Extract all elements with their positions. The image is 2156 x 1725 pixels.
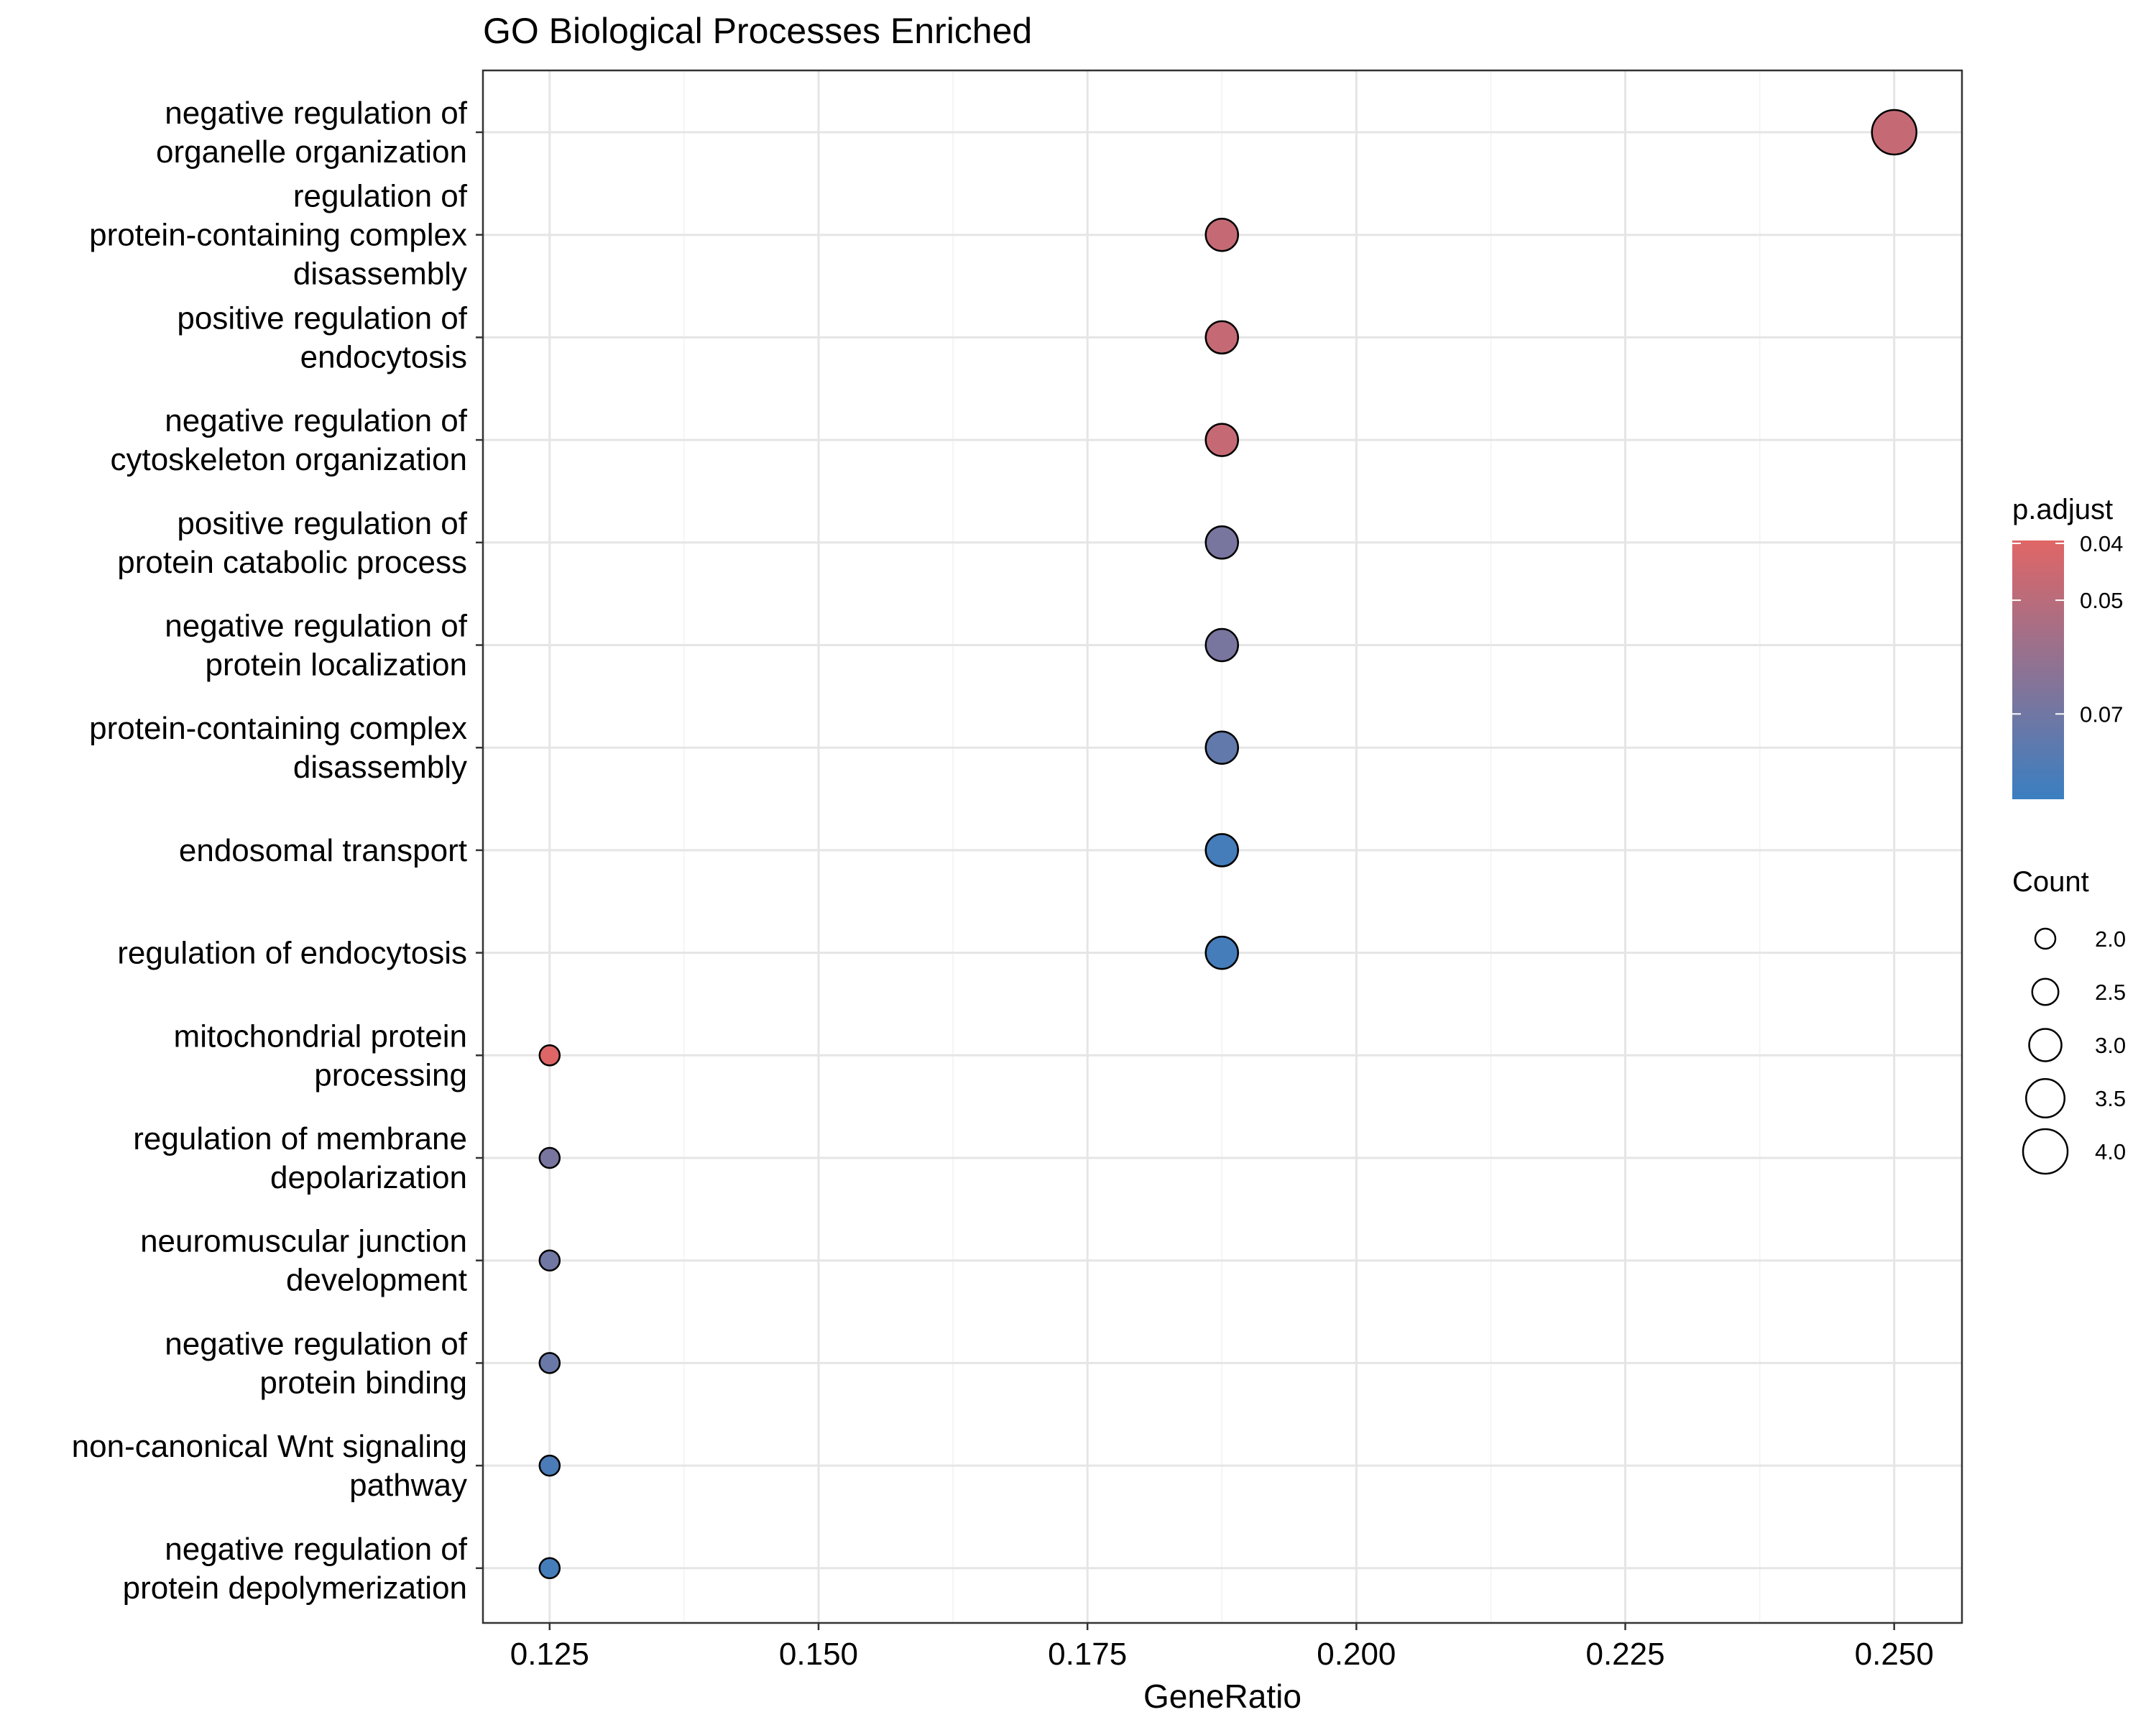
data-point: [1871, 109, 1917, 156]
y-tick-label: protein localization: [206, 648, 467, 683]
x-tick-label: 0.125: [510, 1637, 589, 1672]
data-point: [1204, 217, 1240, 252]
y-tick-label: mitochondrial protein: [174, 1018, 467, 1054]
size-legend-label: 2.0: [2095, 926, 2126, 952]
data-point: [1204, 525, 1240, 560]
y-tick-label: endocytosis: [300, 339, 467, 374]
data-point: [538, 1557, 561, 1580]
x-tick-label: 0.250: [1855, 1637, 1934, 1672]
y-tick-label: positive regulation of: [177, 300, 467, 336]
data-point: [538, 1249, 561, 1271]
data-point: [1204, 627, 1240, 663]
x-tick-label: 0.150: [779, 1637, 858, 1672]
size-legend-label: 4.0: [2095, 1139, 2126, 1164]
y-tick-label: regulation of: [293, 179, 468, 214]
y-tick-label: protein catabolic process: [117, 545, 467, 580]
data-point: [1204, 935, 1240, 970]
data-point: [1204, 423, 1240, 457]
color-legend-breaks: 0.04 0.05 0.07: [2012, 531, 2123, 727]
y-tick-label: negative regulation of: [165, 1326, 468, 1361]
y-tick-label: pathway: [349, 1468, 467, 1503]
color-legend-label: 0.05: [2080, 588, 2123, 613]
size-legend-label: 3.5: [2095, 1086, 2126, 1111]
data-point: [1204, 320, 1240, 355]
data-point: [538, 1146, 561, 1169]
y-tick-label: non-canonical Wnt signaling: [72, 1429, 467, 1464]
y-tick-label: disassembly: [293, 257, 467, 292]
y-tick-label: negative regulation of: [165, 1532, 468, 1567]
data-point: [538, 1044, 561, 1067]
data-points: [538, 109, 1917, 1580]
size-legend-label: 2.5: [2095, 980, 2126, 1005]
chart-title: GO Biological Processes Enriched: [483, 11, 1032, 51]
size-legend-circle: [2025, 1078, 2065, 1118]
size-legend-title: Count: [2012, 866, 2089, 898]
data-point: [1204, 730, 1240, 765]
size-legend-circle: [2028, 1028, 2063, 1062]
y-tick-label: negative regulation of: [165, 96, 468, 131]
x-axis-ticks: [548, 1623, 1895, 1630]
size-legend-circle: [2034, 927, 2057, 950]
y-tick-label: endosomal transport: [179, 833, 467, 868]
color-legend-bar: [2012, 540, 2064, 799]
y-tick-label: organelle organization: [156, 134, 467, 170]
y-tick-label: development: [286, 1263, 467, 1298]
data-point: [538, 1352, 561, 1374]
y-tick-label: processing: [314, 1057, 467, 1092]
color-legend-title: p.adjust: [2012, 494, 2113, 525]
data-point: [538, 1454, 561, 1477]
size-legend-items: 2.0 2.5 3.0 3.5 4.0: [2022, 926, 2126, 1175]
x-axis-labels: 0.125 0.150 0.175 0.200 0.225 0.250: [510, 1637, 1934, 1672]
x-tick-label: 0.225: [1585, 1637, 1664, 1672]
y-tick-label: neuromuscular junction: [140, 1224, 467, 1259]
size-legend-circle: [2031, 978, 2060, 1006]
y-tick-label: regulation of membrane: [133, 1121, 467, 1156]
y-tick-label: negative regulation of: [165, 403, 468, 438]
color-legend-label: 0.04: [2080, 531, 2123, 556]
y-tick-label: depolarization: [270, 1160, 467, 1195]
x-tick-label: 0.200: [1317, 1637, 1396, 1672]
color-legend: p.adjust 0.04 0.05 0.07: [2012, 494, 2123, 799]
size-legend-circle: [2022, 1128, 2069, 1175]
y-tick-label: negative regulation of: [165, 609, 468, 644]
x-axis-title: GeneRatio: [1143, 1678, 1302, 1715]
y-tick-label: protein binding: [259, 1365, 467, 1400]
y-axis-ticks: [476, 131, 483, 1570]
plot-panel-border: [482, 69, 1963, 1624]
y-tick-label: protein-containing complex: [89, 711, 467, 746]
y-tick-label: protein depolymerization: [123, 1570, 467, 1606]
y-tick-label: regulation of endocytosis: [117, 936, 467, 971]
size-legend-label: 3.0: [2095, 1033, 2126, 1058]
x-tick-label: 0.175: [1048, 1637, 1127, 1672]
y-tick-label: positive regulation of: [177, 506, 467, 541]
y-tick-label: cytoskeleton organization: [110, 442, 467, 477]
data-point: [1204, 833, 1240, 868]
color-legend-label: 0.07: [2080, 702, 2123, 727]
y-tick-label: disassembly: [293, 750, 467, 785]
size-legend: Count 2.0 2.5 3.0 3.5 4.0: [2012, 866, 2126, 1175]
y-tick-label: protein-containing complex: [89, 218, 467, 253]
